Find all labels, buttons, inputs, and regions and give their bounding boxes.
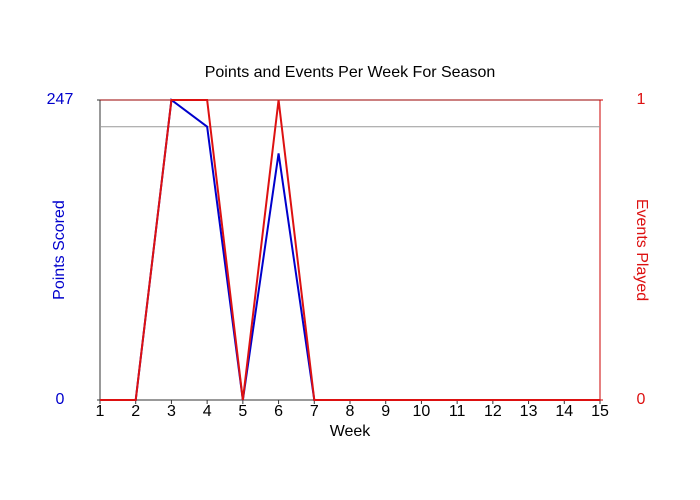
x-tick-label: 5 [238,403,247,420]
x-tick-label: 2 [131,403,140,420]
y2-axis-title: Events Played [633,199,650,301]
y2-tick-label: 0 [637,391,646,408]
x-tick-label: 6 [274,403,283,420]
x-axis-title: Week [330,423,372,440]
chart-title: Points and Events Per Week For Season [205,64,496,81]
x-tick-label: 3 [167,403,176,420]
x-tick-label: 1 [96,403,105,420]
x-tick-label: 4 [203,403,212,420]
x-tick-label: 14 [555,403,573,420]
x-tick-label: 8 [346,403,355,420]
x-tick-label: 13 [520,403,538,420]
x-tick-label: 15 [591,403,609,420]
y-axis-title: Points Scored [51,200,68,300]
x-tick-label: 11 [449,403,466,420]
x-tick-label: 10 [413,403,431,420]
series-line [100,99,600,401]
x-tick-label: 9 [381,403,390,420]
x-tick-label: 12 [484,403,502,420]
y-tick-label: 247 [47,91,74,108]
x-tick-label: 7 [310,403,319,420]
y2-tick-label: 1 [637,91,646,108]
y-tick-label: 0 [56,391,65,408]
